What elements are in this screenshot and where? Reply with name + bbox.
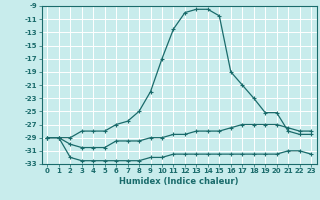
X-axis label: Humidex (Indice chaleur): Humidex (Indice chaleur)	[119, 177, 239, 186]
